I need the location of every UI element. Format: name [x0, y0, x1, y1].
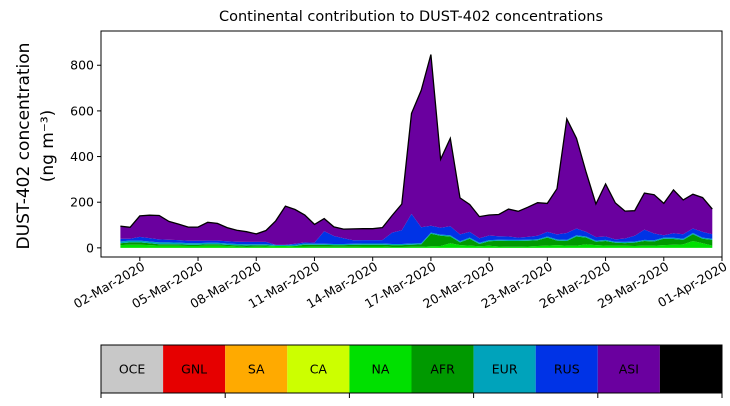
y-tick-label-600: 600 — [70, 103, 94, 118]
legend-swatch-asi — [597, 345, 660, 393]
legend-label-sa: SA — [248, 362, 265, 377]
plot-frame — [100, 30, 723, 258]
legend-swatch-gnl — [163, 345, 226, 393]
legend-label-rus: RUS — [554, 362, 580, 377]
legend-label-gnl: GNL — [181, 362, 207, 377]
legend-swatch-na — [349, 345, 412, 393]
area-na — [120, 241, 713, 248]
legend-swatch-aus — [659, 345, 722, 393]
legend: OCE GNL SA CA NA AFR EUR RUS ASI AUS — [100, 344, 723, 398]
area-afr — [120, 233, 713, 247]
y-tick-label-0: 0 — [86, 240, 94, 255]
y-axis-label-unit: (ng m⁻³) — [38, 110, 58, 183]
legend-label-afr: AFR — [430, 362, 455, 377]
y-tick-label-200: 200 — [70, 195, 94, 210]
axes: 020040060080002-Mar-202005-Mar-202008-Ma… — [70, 30, 730, 311]
legend-label-ca: CA — [310, 362, 328, 377]
total-outline — [120, 54, 713, 235]
legend-label-oce: OCE — [119, 362, 146, 377]
y-axis-label-main: DUST-402 concentration — [14, 43, 34, 250]
legend-label-eur: EUR — [492, 362, 518, 377]
y-tick-label-400: 400 — [70, 149, 94, 164]
y-tick-label-800: 800 — [70, 58, 94, 73]
legend-label-na: NA — [371, 362, 389, 377]
legend-swatch-rus — [535, 345, 598, 393]
plot-area — [120, 54, 713, 248]
legend-swatch-oce — [101, 345, 164, 393]
chart-title: Continental contribution to DUST-402 con… — [219, 9, 603, 25]
y-axis-label: DUST-402 concentration (ng m⁻³) — [14, 43, 58, 250]
area-rus — [120, 213, 713, 245]
legend-swatch-ca — [287, 345, 350, 393]
legend-label-aus: AUS — [678, 362, 704, 377]
legend-swatch-afr — [411, 345, 474, 393]
legend-label-asi: ASI — [619, 362, 639, 377]
legend-swatch-sa — [225, 345, 288, 393]
legend-swatch-eur — [473, 345, 536, 393]
area-asi — [120, 54, 713, 245]
legend-frame — [100, 344, 723, 394]
